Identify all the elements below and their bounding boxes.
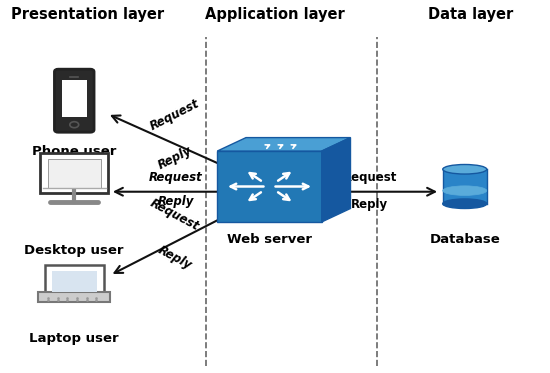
- FancyBboxPatch shape: [54, 69, 94, 132]
- FancyBboxPatch shape: [45, 265, 104, 298]
- Text: Application layer: Application layer: [205, 7, 345, 22]
- Text: Reply: Reply: [351, 198, 388, 211]
- Text: Data layer: Data layer: [428, 7, 513, 22]
- Text: Request: Request: [148, 196, 202, 233]
- Ellipse shape: [443, 164, 487, 174]
- Text: Laptop user: Laptop user: [30, 332, 119, 345]
- Text: Request: Request: [343, 170, 397, 184]
- Text: Request: Request: [149, 170, 203, 184]
- Polygon shape: [217, 138, 350, 151]
- Text: Web server: Web server: [227, 233, 312, 246]
- Text: Database: Database: [430, 233, 500, 246]
- Ellipse shape: [443, 199, 487, 209]
- FancyBboxPatch shape: [62, 79, 86, 117]
- FancyBboxPatch shape: [41, 153, 108, 193]
- Polygon shape: [322, 138, 350, 222]
- FancyBboxPatch shape: [39, 292, 110, 302]
- Text: Desktop user: Desktop user: [25, 244, 124, 257]
- Ellipse shape: [443, 186, 487, 195]
- FancyBboxPatch shape: [52, 271, 97, 292]
- Polygon shape: [217, 151, 322, 222]
- Text: Presentation layer: Presentation layer: [12, 7, 164, 22]
- FancyBboxPatch shape: [48, 159, 101, 188]
- Text: Reply: Reply: [158, 195, 194, 209]
- Text: Reply: Reply: [156, 244, 194, 273]
- Polygon shape: [443, 169, 487, 204]
- Text: Phone user: Phone user: [32, 145, 117, 158]
- Text: Request: Request: [148, 97, 202, 133]
- Text: Reply: Reply: [156, 144, 194, 172]
